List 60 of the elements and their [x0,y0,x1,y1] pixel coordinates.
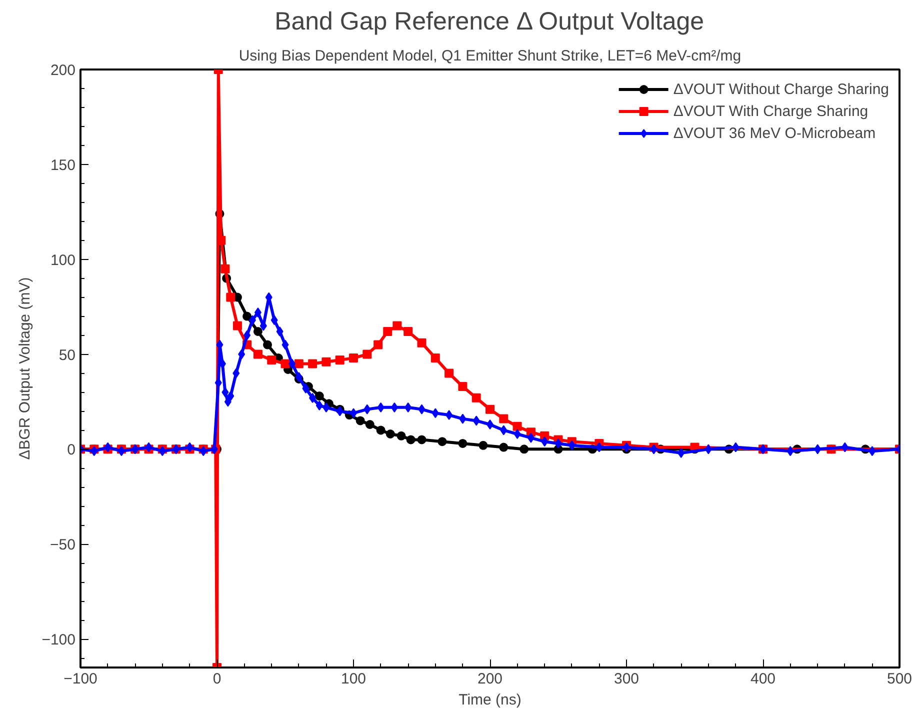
point [356,416,365,426]
point [458,382,468,392]
point [253,350,262,359]
point [386,430,395,438]
point [220,264,230,274]
point [349,354,358,363]
legend-label: ΔVOUT 36 MeV O-Microbeam [673,124,876,142]
y-tick-label: −50 [50,536,76,554]
legend-label: ΔVOUT Without Charge Sharing [673,80,889,98]
x-tick-label: 300 [614,670,640,688]
point [520,444,529,454]
point [322,357,331,366]
point [458,438,468,448]
point [280,359,290,368]
legend-label: ΔVOUT With Charge Sharing [673,102,868,120]
point [444,368,454,378]
point [478,440,488,450]
y-tick-label: 50 [58,346,76,364]
point [232,321,242,330]
point [374,340,383,350]
x-axis-title: Time (ns) [458,692,522,708]
y-tick-label: −100 [42,632,76,649]
x-tick-label: 400 [750,670,776,688]
point [267,355,276,364]
point [486,404,494,414]
point [417,338,426,348]
y-tick-label: 200 [50,62,76,79]
y-tick-label: 0 [67,442,76,459]
point [406,435,416,444]
point [383,326,392,336]
y-axis-title: ΔBGR Output Voltage (mV) [16,277,34,460]
point [362,350,372,359]
point [294,359,304,368]
point [314,392,324,401]
point [335,355,344,364]
point [404,326,413,336]
point [396,431,406,440]
y-tick-label: 150 [50,156,76,174]
x-tick-label: 200 [477,670,503,688]
chart-title: Band Gap Reference Δ Output Voltage [274,8,704,36]
x-tick-label: 100 [340,670,366,688]
y-tick-label: 100 [50,252,76,269]
point [242,312,252,321]
x-tick-label: 0 [212,670,222,688]
point [365,420,374,429]
point [499,414,508,424]
point [512,422,522,431]
chart-subtitle: Using Bias Dependent Model, Q1 Emitter Shunt Strike, LET=6 MeV-cm²/mg [238,48,742,64]
x-tick-label: 500 [886,670,912,688]
point [430,354,440,363]
point [472,393,481,402]
point [392,321,402,330]
point [253,326,262,336]
point [308,359,318,368]
point [438,437,447,446]
point [226,292,236,302]
point [417,435,426,444]
point [499,442,508,452]
point [376,426,386,435]
point [263,340,272,350]
